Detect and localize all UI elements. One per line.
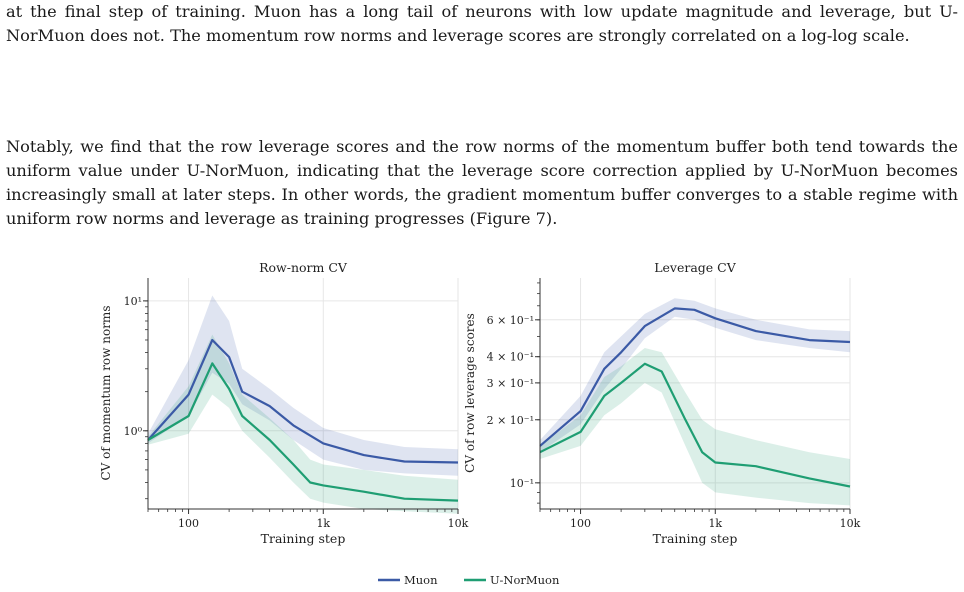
chart-row-norm-cv: 100 1k 10k 10⁰ 10¹ Row-norm CV Training step CV… <box>99 260 469 546</box>
y-tick-label: 10¹ <box>124 295 142 308</box>
y-tick-label: 2 × 10⁻¹ <box>487 414 534 427</box>
x-tick-label: 10k <box>448 517 469 530</box>
series-line-muon <box>147 338 459 464</box>
series-line-muon <box>539 307 851 447</box>
band-u-normuon <box>148 334 458 514</box>
x-tick-label: 100 <box>570 517 591 530</box>
band-muon <box>540 298 850 453</box>
y-tick-label: 4 × 10⁻¹ <box>487 351 534 364</box>
y-tick-label: 10⁻¹ <box>510 477 534 490</box>
chart-title: Row-norm CV <box>259 260 348 275</box>
series-line-u-normuon <box>147 362 459 502</box>
legend-label-muon: Muon <box>404 573 438 587</box>
x-tick-label: 1k <box>708 517 722 530</box>
x-axis-label: Training step <box>261 531 346 546</box>
legend-label-u-normuon: U-NorMuon <box>490 573 560 587</box>
body-paragraph-2: Notably, we find that the row leverage s… <box>6 137 958 228</box>
y-tick-label: 10⁰ <box>124 425 143 438</box>
x-tick-label: 100 <box>178 517 199 530</box>
x-tick-label: 1k <box>316 517 330 530</box>
y-axis-label: CV of momentum row norms <box>99 306 113 481</box>
figure-legend: Muon U-NorMuon <box>378 573 560 587</box>
series-line-u-normuon <box>539 362 851 488</box>
band-u-normuon <box>540 348 850 506</box>
x-tick-label: 10k <box>840 517 861 530</box>
y-tick-label: 3 × 10⁻¹ <box>487 377 534 390</box>
chart-leverage-cv: 100 1k 10k 10⁻¹ 2 × 10⁻¹ 3 × 10⁻¹ 4 × 10⁻¹ 6 × … <box>463 260 861 546</box>
y-axis-label: CV of row leverage scores <box>463 313 477 473</box>
body-paragraph-1: at the final step of training. Muon has … <box>6 2 958 45</box>
chart-title: Leverage CV <box>654 260 737 275</box>
y-tick-label: 6 × 10⁻¹ <box>487 314 534 327</box>
x-axis-label: Training step <box>653 531 738 546</box>
band-muon <box>148 295 458 476</box>
